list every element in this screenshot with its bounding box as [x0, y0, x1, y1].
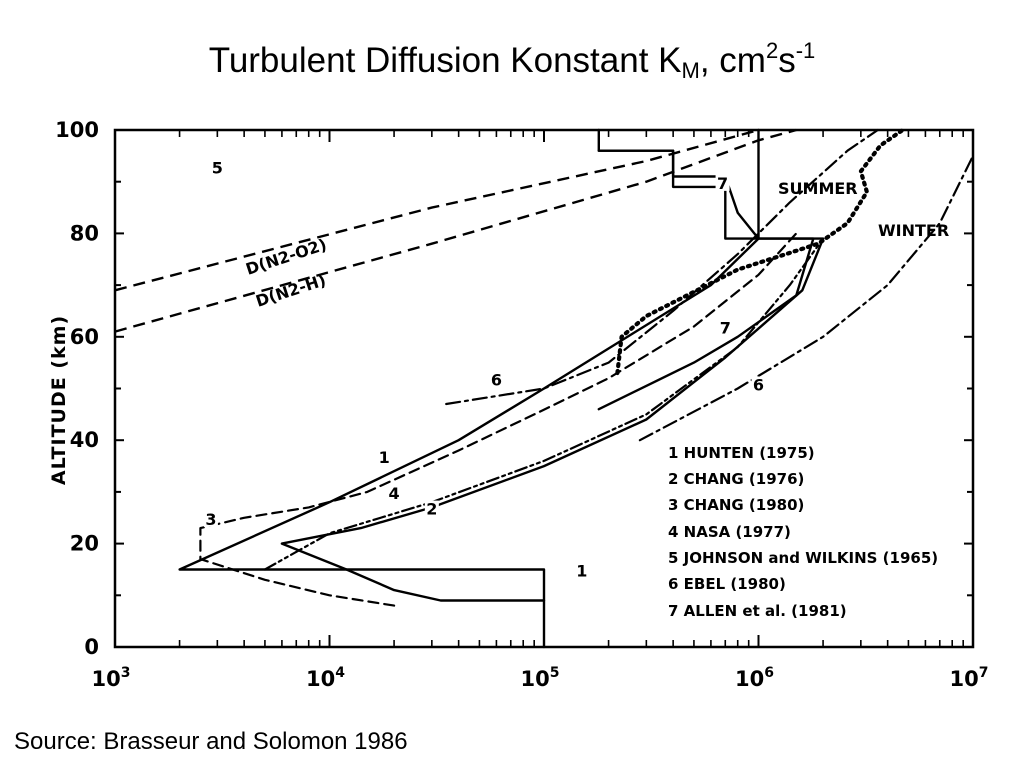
summer-label: SUMMER [778, 179, 858, 198]
title-mid: , cm [699, 41, 766, 80]
tick-marks [114, 129, 974, 648]
legend-item-5: 5 JOHNSON and WILKINS (1965) [668, 549, 938, 567]
series-line-4 [263, 237, 825, 571]
page-title: Turbulent Diffusion Konstant KM, cm2s-1 [0, 38, 1024, 84]
y-tick-label: 0 [84, 635, 99, 659]
legend: 1 HUNTEN (1975) 2 CHANG (1976) 3 CHANG (… [668, 444, 938, 620]
x-tick-label: 107 [950, 665, 989, 691]
y-axis-title: ALTITUDE (km) [48, 315, 70, 485]
x-tick-exponent: 5 [550, 665, 560, 681]
curve-number-label: 7 [720, 319, 731, 338]
x-tick-label: 104 [306, 665, 345, 691]
y-tick-label: 40 [70, 428, 99, 452]
series-line-6 [638, 154, 975, 442]
x-tick-exponent: 3 [121, 665, 131, 681]
series-line-6 [445, 128, 879, 406]
curve-number-label: 1 [379, 448, 390, 467]
x-tick-label: 103 [92, 665, 131, 691]
curve-label-bg [489, 371, 504, 388]
curve-number-label: 2 [426, 500, 437, 519]
curve-number-label: 7 [717, 174, 728, 193]
curve-number-label: 3 [205, 510, 216, 529]
legend-item-4: 4 NASA (1977) [668, 523, 791, 541]
legend-item-3: 3 CHANG (1980) [668, 496, 804, 514]
curve-number-label: 4 [389, 484, 400, 503]
legend-item-6: 6 EBEL (1980) [668, 575, 786, 593]
x-tick-exponent: 6 [764, 665, 774, 681]
curve-label-bg [751, 376, 766, 393]
title-s: s [778, 41, 796, 80]
chart-lines [114, 127, 975, 649]
diffusion-line-2 [114, 128, 797, 333]
curve-label-bg [377, 448, 392, 465]
curve-number-label: 5 [212, 158, 223, 177]
series-line-2 [280, 128, 825, 602]
curve-label-bg [715, 174, 730, 191]
y-tick-label: 60 [70, 325, 99, 349]
curve-label-bg [203, 510, 218, 527]
y-tick-label: 100 [55, 118, 99, 142]
legend-item-7: 7 ALLEN et al. (1981) [668, 602, 847, 620]
diffusion-line-1 [114, 128, 759, 292]
series-line-5 [615, 127, 905, 376]
title-main: Turbulent Diffusion Konstant K [208, 41, 682, 80]
curve-label-bg [574, 562, 589, 579]
x-tick-exponent: 7 [979, 665, 989, 681]
curve-label-bg [210, 159, 225, 176]
winter-label: WINTER [878, 221, 949, 240]
series-line-1 [178, 128, 760, 649]
curve-label-bg [718, 319, 733, 336]
source-caption: Source: Brasseur and Solomon 1986 [14, 728, 408, 755]
x-tick-label: 105 [521, 665, 560, 691]
curve-number-label: 1 [576, 562, 587, 581]
curve-number-label: 6 [491, 370, 502, 389]
y-tick-label: 80 [70, 221, 99, 245]
title-superscript-2: -1 [795, 38, 816, 63]
curve-label-bg [424, 500, 439, 517]
series-line-3 [199, 232, 798, 607]
diffusion-chart: 0 20 40 60 80 100 103 104 105 106 107 1 1 2 3 4 5 6 6 7 7 AL… [48, 118, 988, 691]
x-tick-label: 106 [735, 665, 774, 691]
d-n2-h-label: D(N2-H) [253, 270, 328, 310]
legend-item-2: 2 CHANG (1976) [668, 470, 804, 488]
series-line-7 [597, 149, 815, 411]
curve-number-label: 6 [753, 376, 764, 395]
chart-labels: 0 20 40 60 80 100 103 104 105 106 107 1 1 2 3 4 5 6 6 7 7 [55, 118, 988, 691]
legend-item-1: 1 HUNTEN (1975) [668, 444, 815, 462]
x-tick-exponent: 4 [335, 665, 345, 681]
y-tick-label: 20 [70, 532, 99, 556]
title-superscript-1: 2 [765, 38, 779, 63]
curve-label-bg [387, 485, 402, 502]
title-subscript: M [681, 58, 700, 83]
